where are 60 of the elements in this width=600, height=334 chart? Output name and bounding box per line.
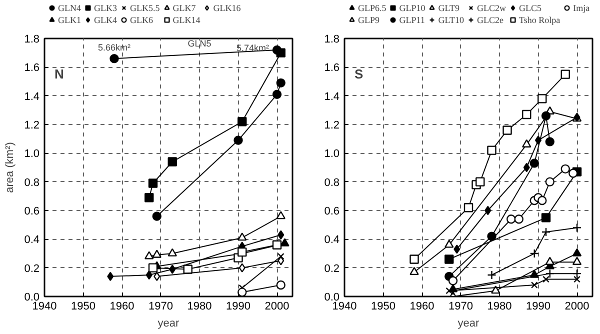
- legend-label: GLT10: [438, 14, 464, 24]
- legend-label: GLC5: [518, 2, 542, 12]
- legend-label: GLK16: [213, 2, 241, 12]
- y-tick-label: 1.4: [324, 90, 340, 103]
- x-tick-label: 1980: [487, 300, 512, 312]
- legend-label: GLK14: [172, 14, 200, 24]
- y-tick-label: 1.6: [24, 62, 40, 74]
- y-tick-label: 1.8: [24, 34, 40, 46]
- legend-label: GLK3: [94, 2, 117, 12]
- x-axis-title: year: [458, 318, 480, 330]
- y-axis-title: area (km²): [4, 142, 16, 193]
- y-tick-label: 1.8: [324, 34, 340, 46]
- legend-label: GLK7: [172, 2, 196, 12]
- y-tick-label: 1.0: [324, 148, 340, 160]
- x-tick-label: 1970: [148, 300, 173, 312]
- y-tick-label: 0.8: [24, 176, 40, 189]
- annotation: GLN5: [188, 38, 212, 48]
- annotation: 5.74km²: [236, 42, 270, 53]
- y-tick-label: 1.6: [324, 62, 340, 74]
- legend-label: GLK6: [130, 14, 153, 24]
- y-tick-label: 1.2: [24, 120, 40, 132]
- legend-label: Tsho Rolpa: [518, 14, 560, 24]
- legend-label: GLP10: [399, 2, 426, 12]
- y-tick-label: 0.2: [24, 262, 40, 275]
- legend-label: GLP9: [358, 14, 380, 24]
- annotation: 5.66km²: [98, 42, 131, 53]
- annotation: S: [354, 66, 364, 82]
- x-tick-label: 1980: [187, 300, 212, 312]
- y-tick-label: 1.2: [324, 120, 340, 132]
- legend-label: GLC2e: [476, 14, 504, 24]
- x-tick-label: 1950: [371, 300, 396, 312]
- x-tick-label: 1970: [448, 300, 473, 312]
- x-tick-label: 2000: [564, 300, 590, 312]
- legend-label: GLC2w: [476, 2, 506, 12]
- legend-label: GLK4: [94, 14, 117, 24]
- legend-label: Imja: [573, 2, 591, 12]
- x-tick-label: 2000: [264, 300, 290, 312]
- y-tick-label: 0.2: [324, 262, 340, 275]
- legend-label: GLK1: [58, 14, 81, 24]
- y-tick-label: 0.6: [24, 206, 40, 218]
- y-tick-label: 0.4: [324, 234, 340, 246]
- x-tick-label: 1940: [32, 300, 57, 312]
- x-tick-label: 1940: [332, 300, 357, 312]
- y-tick-label: 1.4: [24, 90, 40, 103]
- x-tick-label: 1960: [410, 300, 434, 312]
- legend-label: GLP11: [399, 14, 425, 24]
- legend-label: GLN4: [58, 2, 81, 12]
- x-tick-label: 1990: [526, 300, 550, 312]
- legend-label: GLK5.5: [130, 2, 160, 12]
- x-tick-label: 1990: [226, 300, 250, 312]
- x-tick-label: 1960: [110, 300, 134, 312]
- x-axis-title: year: [158, 318, 180, 330]
- y-tick-label: 0.4: [24, 234, 40, 246]
- annotation: N: [54, 66, 64, 82]
- legend-label: GLT9: [438, 2, 460, 12]
- legend-label: GLP6.5: [358, 2, 386, 12]
- x-tick-label: 1950: [71, 300, 96, 312]
- y-tick-label: 1.0: [24, 148, 40, 160]
- y-tick-label: 0.6: [324, 206, 340, 218]
- y-tick-label: 0.8: [324, 176, 340, 189]
